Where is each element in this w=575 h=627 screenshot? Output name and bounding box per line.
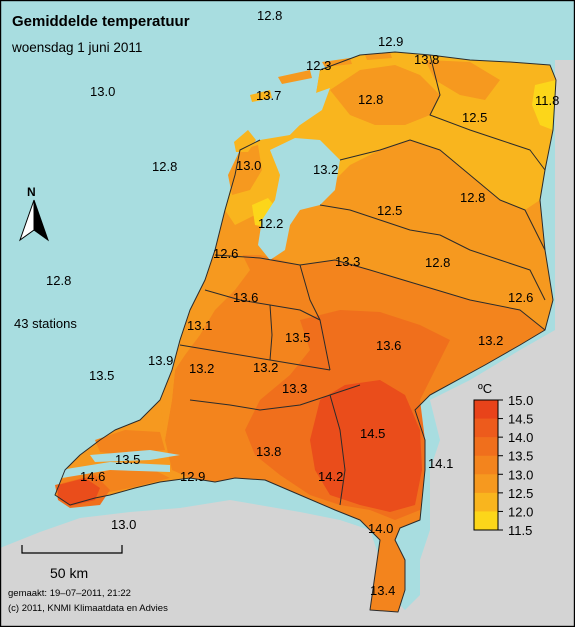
map-title: Gemiddelde temperatuur xyxy=(12,13,190,30)
legend-swatch xyxy=(474,418,498,438)
station-value: 14.1 xyxy=(428,456,453,471)
zone-13-0-frisian xyxy=(425,60,500,100)
station-value: 13.3 xyxy=(282,381,307,396)
zone-14-5 xyxy=(310,380,422,512)
legend-tick-label: 14.0 xyxy=(508,430,533,445)
station-count: 43 stations xyxy=(14,316,77,331)
station-value: 12.6 xyxy=(213,246,238,261)
station-value: 12.8 xyxy=(46,273,71,288)
legend-swatch xyxy=(474,455,498,475)
station-labels: 12.8 12.9 12.3 13.8 13.0 13.7 12.8 12.5 11.8 12.8… xyxy=(14,8,559,598)
legend-tick-label: 14.5 xyxy=(508,412,533,427)
zone-13-0-holland xyxy=(160,240,250,440)
station-value: 12.9 xyxy=(180,469,205,484)
made-date: gemaakt: 19–07–2011, 21:22 xyxy=(8,588,131,599)
wadden-sea xyxy=(260,88,330,140)
station-value: 13.2 xyxy=(313,162,338,177)
legend-swatch xyxy=(474,400,498,420)
north-arrow-icon: N xyxy=(19,185,49,242)
legend-tick-label: 15.0 xyxy=(508,393,533,408)
westerschelde xyxy=(60,462,170,478)
legend-tick-label: 13.0 xyxy=(508,467,533,482)
foreign-land xyxy=(0,60,575,627)
zone-12-0-east xyxy=(532,80,556,130)
legend-swatch xyxy=(474,511,498,531)
zone-14-5-sw xyxy=(58,478,100,506)
station-value: 13.5 xyxy=(285,330,310,345)
station-value: 13.7 xyxy=(256,88,281,103)
scale-label: 50 km xyxy=(50,565,88,581)
station-value: 14.5 xyxy=(360,426,385,441)
station-value: 13.9 xyxy=(148,353,173,368)
station-value: 12.8 xyxy=(425,255,450,270)
station-value: 13.4 xyxy=(370,583,395,598)
station-value: 13.0 xyxy=(111,517,136,532)
station-value: 13.8 xyxy=(256,444,281,459)
north-label: N xyxy=(27,185,36,199)
station-value: 13.5 xyxy=(115,452,140,467)
station-value: 12.8 xyxy=(257,8,282,23)
texel xyxy=(234,130,256,152)
legend-border xyxy=(473,399,499,531)
station-value: 14.6 xyxy=(80,469,105,484)
zeeland-north-island xyxy=(95,430,165,455)
legend-unit: ºC xyxy=(478,381,492,396)
station-value: 14.0 xyxy=(368,521,393,536)
legend-swatch xyxy=(474,437,498,457)
station-value: 13.3 xyxy=(335,254,360,269)
station-value: 12.5 xyxy=(462,110,487,125)
legend-tick-label: 12.0 xyxy=(508,504,533,519)
station-value: 13.0 xyxy=(90,84,115,99)
province-borders xyxy=(54,51,557,613)
station-value: 12.6 xyxy=(508,290,533,305)
ijsselmeer xyxy=(258,138,340,260)
legend-swatch xyxy=(474,474,498,494)
station-value: 13.1 xyxy=(187,318,212,333)
legend-tick-label: 11.5 xyxy=(508,523,532,538)
legend-ticks: 15.0 14.5 14.0 13.5 13.0 12.5 12.0 11.5 xyxy=(498,393,533,538)
legend-swatches xyxy=(474,400,498,531)
legend-swatch xyxy=(474,492,498,512)
oosterschelde xyxy=(90,450,180,462)
zone-13-0-kop xyxy=(228,145,262,195)
map-subtitle: woensdag 1 juni 2011 xyxy=(11,40,142,55)
station-value: 12.3 xyxy=(306,58,331,73)
station-value: 13.6 xyxy=(233,290,258,305)
station-value: 14.2 xyxy=(318,469,343,484)
station-value: 12.5 xyxy=(377,203,402,218)
station-value: 12.8 xyxy=(358,92,383,107)
copyright: (c) 2011, KNMI Klimaatdata en Advies xyxy=(8,603,168,614)
legend-tick-label: 13.5 xyxy=(508,449,533,464)
station-value: 13.2 xyxy=(478,333,503,348)
station-value: 12.2 xyxy=(258,216,283,231)
ameland xyxy=(322,58,352,67)
station-value: 12.8 xyxy=(152,159,177,174)
station-value: 13.2 xyxy=(253,360,278,375)
station-value: 13.0 xyxy=(236,158,261,173)
schiermonnikoog xyxy=(365,52,392,60)
station-value: 12.8 xyxy=(460,190,485,205)
station-value: 13.8 xyxy=(414,52,439,67)
scale-bar: 50 km xyxy=(21,545,123,581)
station-value: 12.9 xyxy=(378,34,403,49)
station-value: 11.8 xyxy=(535,93,559,108)
station-value: 13.6 xyxy=(376,338,401,353)
zone-13-0-north xyxy=(330,65,440,125)
legend-tick-label: 12.5 xyxy=(508,486,533,501)
legend: ºC 15.0 14.5 14.0 13.5 13.0 12.5 12.0 11.5 xyxy=(473,381,533,538)
vlieland xyxy=(250,90,272,102)
terschelling xyxy=(278,70,312,84)
station-value: 13.2 xyxy=(189,361,214,376)
station-value: 13.5 xyxy=(89,368,114,383)
